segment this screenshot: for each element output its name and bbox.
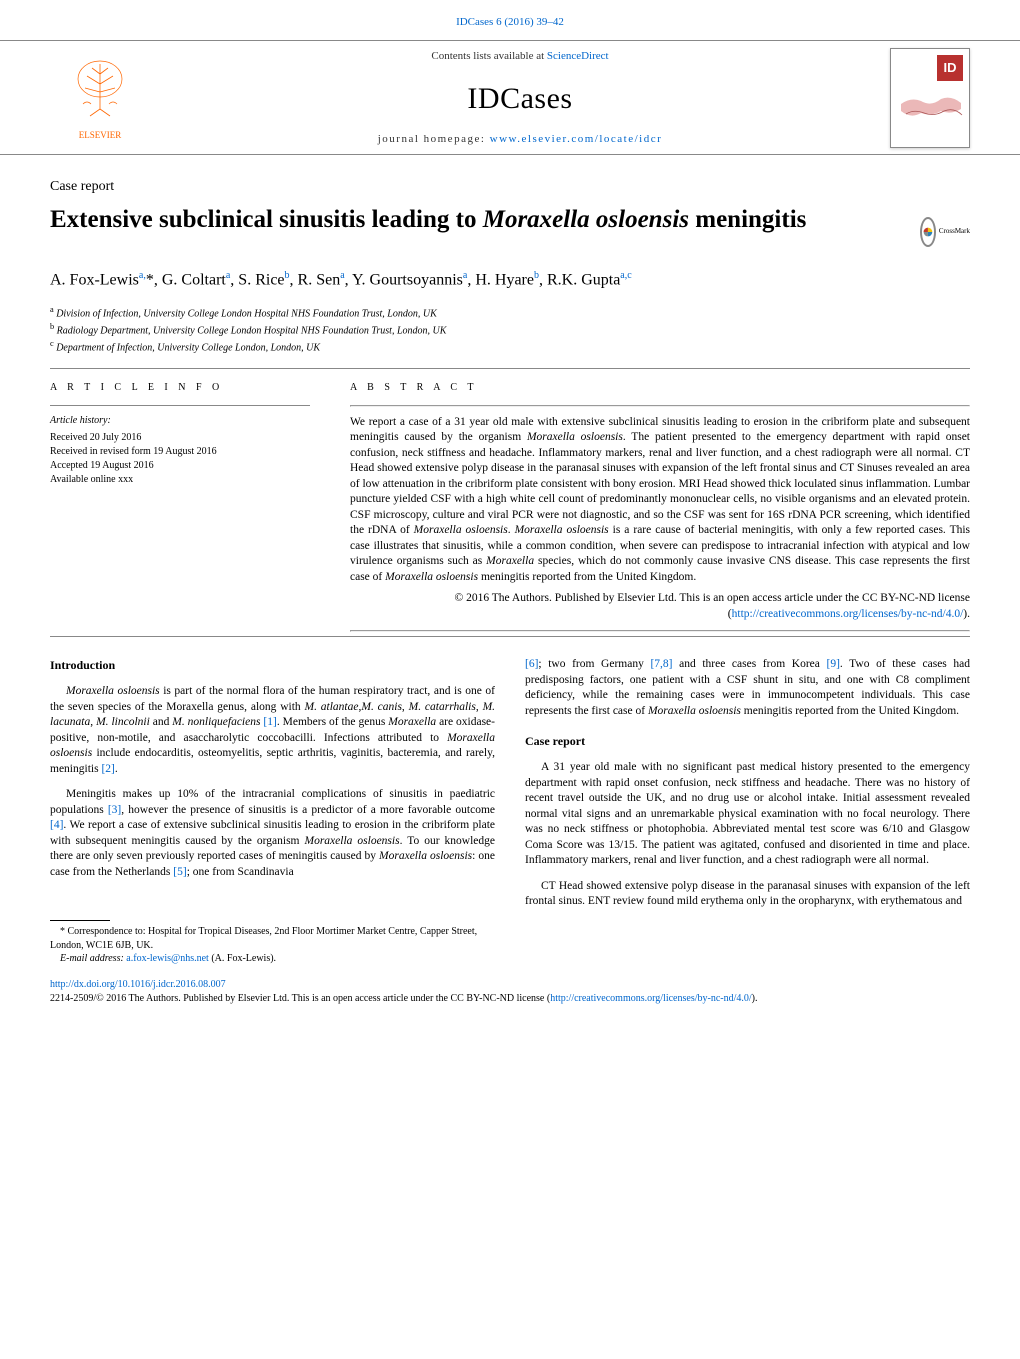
- history-label: Article history:: [50, 414, 310, 428]
- footer-copyright: 2214-2509/© 2016 The Authors. Published …: [50, 992, 970, 1006]
- divider: [350, 405, 970, 407]
- footer-license-link[interactable]: http://creativecommons.org/licenses/by-n…: [550, 993, 751, 1004]
- body-column-right: [6]; two from Germany [7,8] and three ca…: [525, 657, 970, 965]
- correspondence-email: E-mail address: a.fox-lewis@nhs.net (A. …: [50, 952, 495, 966]
- article-info-column: A R T I C L E I N F O Article history: R…: [50, 381, 310, 633]
- affiliation-c: c Department of Infection, University Co…: [50, 338, 970, 355]
- intro-paragraph-2: Meningitis makes up 10% of the intracran…: [50, 787, 495, 880]
- journal-cover-thumb[interactable]: ID: [890, 48, 970, 148]
- crossmark-label: CrossMark: [939, 227, 970, 237]
- sciencedirect-link[interactable]: ScienceDirect: [547, 50, 609, 62]
- doi-link[interactable]: http://dx.doi.org/10.1016/j.idcr.2016.08…: [50, 979, 226, 990]
- homepage-link[interactable]: www.elsevier.com/locate/idcr: [490, 133, 663, 145]
- journal-homepage: journal homepage: www.elsevier.com/locat…: [170, 132, 870, 147]
- contents-line: Contents lists available at ScienceDirec…: [170, 49, 870, 64]
- authors: A. Fox-Lewisa,*, G. Coltarta, S. Riceb, …: [50, 269, 970, 292]
- page-footer: http://dx.doi.org/10.1016/j.idcr.2016.08…: [50, 978, 970, 1006]
- journal-name: IDCases: [170, 78, 870, 120]
- journal-banner: ELSEVIER Contents lists available at Sci…: [0, 40, 1020, 155]
- elsevier-label: ELSEVIER: [50, 129, 150, 142]
- article-type: Case report: [50, 177, 970, 197]
- affiliations: a Division of Infection, University Coll…: [50, 304, 970, 356]
- elsevier-logo[interactable]: ELSEVIER: [50, 54, 150, 142]
- email-link[interactable]: a.fox-lewis@nhs.net: [126, 953, 209, 964]
- banner-center: Contents lists available at ScienceDirec…: [150, 49, 890, 148]
- case-paragraph-1: A 31 year old male with no significant p…: [525, 760, 970, 869]
- abstract-license: © 2016 The Authors. Published by Elsevie…: [350, 591, 970, 622]
- crossmark-badge[interactable]: CrossMark: [920, 207, 970, 257]
- affiliation-a: a Division of Infection, University Coll…: [50, 304, 970, 321]
- abstract-head: A B S T R A C T: [350, 381, 970, 395]
- elsevier-tree-icon: [65, 54, 135, 124]
- history-online: Available online xxx: [50, 473, 310, 487]
- journal-ref-link[interactable]: IDCases 6 (2016) 39–42: [456, 16, 564, 28]
- cover-badge: ID: [937, 55, 963, 81]
- license-link[interactable]: http://creativecommons.org/licenses/by-n…: [732, 608, 964, 620]
- intro-paragraph-1: Moraxella osloensis is part of the norma…: [50, 684, 495, 777]
- intro-continuation: [6]; two from Germany [7,8] and three ca…: [525, 657, 970, 719]
- article-title: Extensive subclinical sinusitis leading …: [50, 205, 900, 235]
- crossmark-icon: [920, 217, 936, 247]
- header-journal-ref: IDCases 6 (2016) 39–42: [0, 0, 1020, 40]
- correspondence-rule: [50, 920, 110, 921]
- introduction-heading: Introduction: [50, 657, 495, 674]
- divider: [50, 368, 970, 369]
- divider: [50, 405, 310, 406]
- abstract-column: A B S T R A C T We report a case of a 31…: [350, 381, 970, 633]
- history-received: Received 20 July 2016: [50, 431, 310, 445]
- divider: [350, 630, 970, 632]
- history-revised: Received in revised form 19 August 2016: [50, 445, 310, 459]
- case-paragraph-2: CT Head showed extensive polyp disease i…: [525, 879, 970, 910]
- correspondence: * Correspondence to: Hospital for Tropic…: [50, 925, 495, 952]
- affiliation-b: b Radiology Department, University Colle…: [50, 321, 970, 338]
- abstract-text: We report a case of a 31 year old male w…: [350, 415, 970, 586]
- divider: [50, 636, 970, 637]
- case-report-heading: Case report: [525, 733, 970, 750]
- article-info-head: A R T I C L E I N F O: [50, 381, 310, 395]
- cover-map-icon: [896, 89, 966, 124]
- body-columns: Introduction Moraxella osloensis is part…: [50, 657, 970, 965]
- history-accepted: Accepted 19 August 2016: [50, 459, 310, 473]
- body-column-left: Introduction Moraxella osloensis is part…: [50, 657, 495, 965]
